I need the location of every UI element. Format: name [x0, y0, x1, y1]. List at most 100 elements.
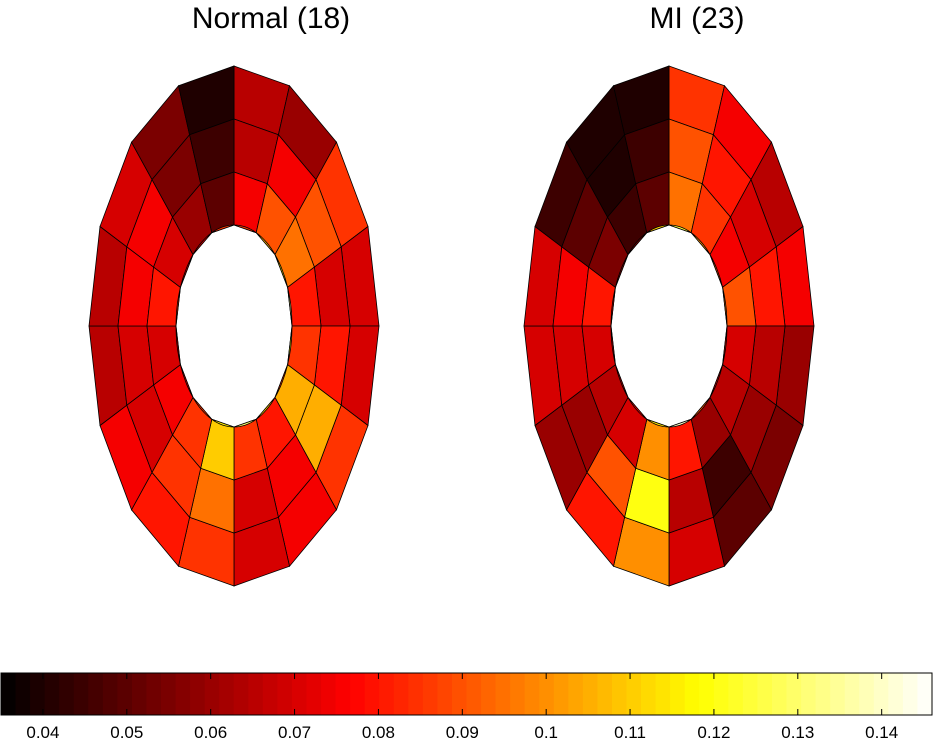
segment-ring4-sector1 [668, 224, 692, 234]
colorbar-swatch [466, 673, 482, 715]
segment-ring4-sector15 [627, 232, 648, 255]
colorbar-tick-label: 0.13 [781, 723, 814, 740]
segment-ring4-sector4 [722, 287, 728, 327]
colorbar-swatch [655, 673, 671, 715]
segment-ring4-sector5 [287, 325, 293, 365]
colorbar-swatch [190, 673, 206, 715]
colorbar-swatch [524, 673, 540, 715]
colorbar-tick-label: 0.04 [26, 723, 59, 740]
colorbar-swatch [568, 673, 584, 715]
segment-ring4-sector16 [211, 224, 235, 234]
segment-ring4-sector8 [233, 418, 257, 428]
colorbar-tick-label: 0.05 [110, 723, 143, 740]
colorbar-swatch [291, 673, 308, 715]
colorbar-swatch [44, 673, 60, 715]
colorbar-swatch [233, 673, 249, 715]
colorbar-swatch [161, 673, 177, 715]
segment-ring4-sector9 [646, 418, 670, 428]
colorbar-tick-label: 0.12 [697, 723, 730, 740]
panel-title-normal: Normal (18) [192, 2, 350, 35]
colorbar-swatch [175, 673, 191, 715]
segment-ring4-sector12 [610, 325, 616, 365]
segment-ring4-sector13 [175, 287, 181, 327]
segment-ring4-sector7 [690, 397, 711, 420]
colorbar-swatch [801, 673, 817, 715]
colorbar-swatch [495, 673, 511, 715]
bullseye-plot-normal [88, 65, 380, 587]
colorbar-frame [0, 672, 933, 716]
colorbar-swatch [917, 673, 933, 715]
colorbar-swatch [204, 673, 220, 715]
colorbar-swatch [59, 673, 75, 715]
colorbar-swatch [888, 673, 904, 715]
segment-ring4-sector3 [709, 254, 723, 288]
colorbar-swatch [131, 673, 148, 715]
colorbar-swatch [670, 673, 686, 715]
colorbar-swatch [117, 673, 133, 715]
colorbar-swatch [422, 673, 439, 715]
colorbar-swatch [102, 673, 118, 715]
segment-ring4-sector16 [646, 224, 670, 234]
segment-ring4-sector3 [274, 254, 288, 288]
colorbar-tick-label: 0.09 [446, 723, 479, 740]
colorbar-swatch [713, 673, 729, 715]
segment-ring4-sector4 [287, 287, 293, 327]
segment-ring4-sector6 [709, 364, 723, 398]
segment-ring4-sector13 [610, 287, 616, 327]
segment-ring4-sector10 [192, 397, 213, 420]
segment-ring4-sector2 [690, 232, 711, 255]
colorbar-swatch [408, 673, 424, 715]
segment-ring4-sector15 [192, 232, 213, 255]
segment-ring4-sector6 [274, 364, 288, 398]
colorbar-swatch [786, 673, 802, 715]
colorbar-tick-label: 0.08 [362, 723, 395, 740]
colorbar-swatch [321, 673, 337, 715]
segment-ring4-sector10 [627, 397, 648, 420]
segment-ring4-sector2 [255, 232, 276, 255]
bullseye-plot-mi [523, 65, 815, 587]
colorbar-swatch [262, 673, 278, 715]
segment-ring4-sector7 [255, 397, 276, 420]
colorbar-swatch [771, 673, 788, 715]
colorbar-swatch [830, 673, 846, 715]
colorbar-swatch [437, 673, 453, 715]
colorbar-swatch [451, 673, 468, 715]
colorbar-swatch [699, 673, 715, 715]
colorbar-swatch [641, 673, 657, 715]
panel-title-mi: MI (23) [649, 2, 744, 35]
segment-ring4-sector14 [180, 254, 194, 288]
colorbar-swatch [539, 673, 555, 715]
segment-ring4-sector12 [175, 325, 181, 365]
colorbar-swatch [350, 673, 366, 715]
colorbar-swatch [481, 673, 497, 715]
colorbar-swatch [742, 673, 759, 715]
colorbar-swatch [364, 673, 380, 715]
colorbar-tick-label: 0.06 [194, 723, 227, 740]
colorbar-swatch [611, 673, 628, 715]
segment-ring4-sector11 [615, 364, 629, 398]
colorbar-swatch [873, 673, 889, 715]
colorbar-swatch [335, 673, 351, 715]
colorbar-swatch [393, 673, 409, 715]
colorbar-tick-label: 0.11 [614, 723, 646, 740]
colorbar-swatch [1, 673, 17, 715]
colorbar-swatch [73, 673, 89, 715]
colorbar-swatch [597, 673, 613, 715]
colorbar-swatch [859, 673, 875, 715]
colorbar-swatch [379, 673, 395, 715]
colorbar-swatch [88, 673, 104, 715]
colorbar-swatch [146, 673, 162, 715]
colorbar-swatch [684, 673, 700, 715]
segment-ring4-sector8 [668, 418, 692, 428]
colorbar: 0.04 0.05 0.06 0.07 0.08 0.09 0.1 0.11 0.12 0.13 0… [0, 672, 933, 740]
colorbar-swatch [219, 673, 235, 715]
segment-ring4-sector5 [722, 325, 728, 365]
colorbar-swatch [553, 673, 569, 715]
segment-ring4-sector9 [211, 418, 235, 428]
colorbar-swatch [844, 673, 860, 715]
segment-ring4-sector11 [180, 364, 194, 398]
colorbar-swatch [277, 673, 293, 715]
colorbar-swatch [248, 673, 264, 715]
colorbar-swatch [626, 673, 642, 715]
